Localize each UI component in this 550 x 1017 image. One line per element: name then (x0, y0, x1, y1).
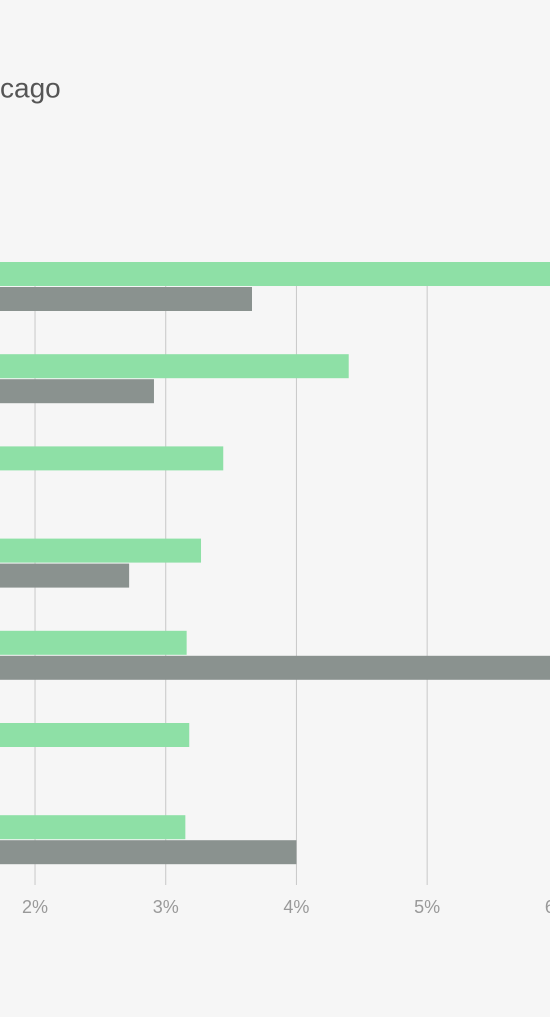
bar (0, 815, 186, 840)
bar (0, 538, 202, 563)
bar (0, 379, 154, 404)
x-tick-label: 6% (545, 897, 550, 917)
x-tick-label: 5% (414, 897, 440, 917)
bar (0, 563, 130, 588)
x-tick-label: 2% (22, 897, 48, 917)
bar (0, 262, 550, 286)
x-tick-label: 3% (153, 897, 179, 917)
bar (0, 630, 187, 655)
bar (0, 354, 349, 379)
chart-title: cago (0, 72, 61, 103)
x-tick-label: 4% (283, 897, 309, 917)
bar (0, 840, 297, 865)
bar (0, 655, 550, 680)
bar (0, 723, 190, 747)
bar (0, 446, 224, 471)
bar (0, 287, 252, 311)
